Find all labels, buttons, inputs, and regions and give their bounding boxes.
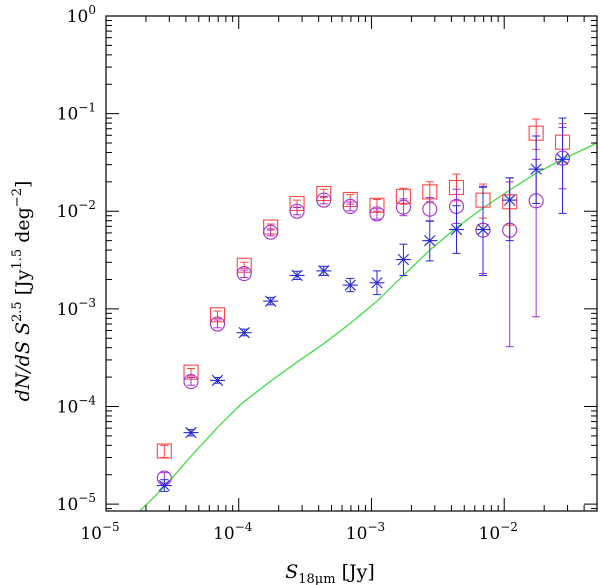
data-point-asterisk <box>369 277 385 289</box>
y-tick-base: 10 <box>57 105 79 125</box>
data-point-circle <box>316 192 332 208</box>
y-tick-base: 10 <box>57 202 79 222</box>
x-tick-exponent: −4 <box>235 520 253 534</box>
y-tick-exponent: −1 <box>78 101 96 115</box>
x-tick-label: 10−4 <box>213 520 253 544</box>
data-point-asterisk <box>289 269 305 282</box>
asterisk-stroke <box>556 153 569 166</box>
x-tick-label: 10−5 <box>80 520 119 544</box>
data-point-asterisk <box>555 153 571 166</box>
y-tick-exponent: −2 <box>78 198 96 212</box>
data-point-asterisk <box>448 223 464 236</box>
x-tick-base: 10 <box>346 524 368 544</box>
data-point-asterisk <box>475 223 491 236</box>
data-point-asterisk <box>316 265 332 277</box>
data-point-circle <box>342 198 358 214</box>
x-tick-base: 10 <box>213 524 235 544</box>
data-point-asterisk <box>210 374 226 387</box>
data-point-asterisk <box>183 426 199 439</box>
y-axis-label-exponent: 2.5 <box>10 301 25 322</box>
x-axis-label-subscript: 18μm <box>298 572 335 585</box>
data-point-circle <box>263 224 279 240</box>
asterisk-stroke <box>344 279 356 291</box>
x-tick-exponent: −5 <box>102 520 120 534</box>
y-tick-base: 10 <box>67 7 89 27</box>
asterisk-stroke <box>477 223 489 236</box>
data-point-asterisk <box>422 234 438 247</box>
y-tick-base: 10 <box>57 495 79 515</box>
x-tick-exponent: −2 <box>500 520 518 534</box>
y-tick-label: 10−3 <box>57 296 96 320</box>
asterisk-stroke <box>211 374 224 387</box>
x-tick-label: 10−2 <box>479 520 518 544</box>
y-axis-label-jy-exponent: 1.5 <box>10 249 25 270</box>
y-axis-label-deg-exponent: −2 <box>10 188 25 207</box>
data-point-asterisk <box>342 279 358 291</box>
x-tick-label: 10−3 <box>346 520 385 544</box>
data-point-asterisk <box>395 253 411 266</box>
y-tick-label: 100 <box>67 3 96 27</box>
asterisk-stroke <box>371 277 383 289</box>
plot-frame <box>105 15 598 512</box>
y-tick-base: 10 <box>57 397 79 417</box>
y-axis-label-quantity: dN/dS S <box>12 322 34 401</box>
y-axis-label-unit-deg: deg <box>12 207 34 249</box>
x-axis-label: S18μm [Jy] <box>285 561 375 585</box>
data-point-asterisk <box>263 295 279 307</box>
data-point-asterisk <box>528 163 544 175</box>
asterisk-stroke <box>397 253 410 266</box>
plot-area <box>139 117 597 511</box>
x-tick-exponent: −3 <box>367 520 385 534</box>
y-tick-exponent: 0 <box>88 3 96 17</box>
asterisk-stroke <box>504 194 516 206</box>
x-tick-base: 10 <box>479 524 501 544</box>
asterisk-stroke <box>238 327 250 339</box>
data-point-circle <box>209 316 226 332</box>
data-point-asterisk <box>502 194 518 206</box>
data-point-circle <box>422 201 438 217</box>
asterisk-stroke <box>264 295 277 307</box>
x-tick-base: 10 <box>80 524 102 544</box>
y-tick-label: 10−1 <box>57 101 96 125</box>
data-point-circle <box>289 203 305 219</box>
data-point-circle <box>395 199 411 215</box>
y-tick-label: 10−4 <box>57 393 97 417</box>
y-tick-exponent: −4 <box>78 393 96 407</box>
x-axis-label-unit: [Jy] <box>336 561 375 583</box>
y-axis-label-unit-jy: [Jy <box>12 269 34 301</box>
data-point-square <box>156 443 172 459</box>
series-asterisks <box>156 117 571 492</box>
y-tick-label: 10−5 <box>57 491 96 515</box>
y-tick-exponent: −3 <box>78 296 96 310</box>
y-tick-label: 10−2 <box>57 198 96 222</box>
model-line <box>139 142 597 511</box>
y-axis-label-close: ] <box>12 181 34 188</box>
asterisk-stroke <box>450 223 463 236</box>
asterisk-stroke <box>291 269 303 282</box>
asterisk-stroke <box>530 163 542 175</box>
data-point-asterisk <box>236 327 252 339</box>
asterisk-stroke <box>424 234 436 247</box>
data-point-asterisk <box>156 479 172 492</box>
data-point-circle <box>183 374 199 390</box>
data-point-circle <box>369 206 385 222</box>
y-tick-base: 10 <box>57 300 79 320</box>
x-axis-label-symbol: S <box>285 561 298 583</box>
asterisk-stroke <box>185 426 197 439</box>
data-point-circle <box>236 266 252 282</box>
y-axis-label: dN/dS S2.5 [Jy1.5 deg−2] <box>10 181 34 402</box>
y-tick-exponent: −5 <box>78 491 96 505</box>
asterisk-stroke <box>318 265 330 277</box>
asterisk-stroke <box>158 479 171 492</box>
